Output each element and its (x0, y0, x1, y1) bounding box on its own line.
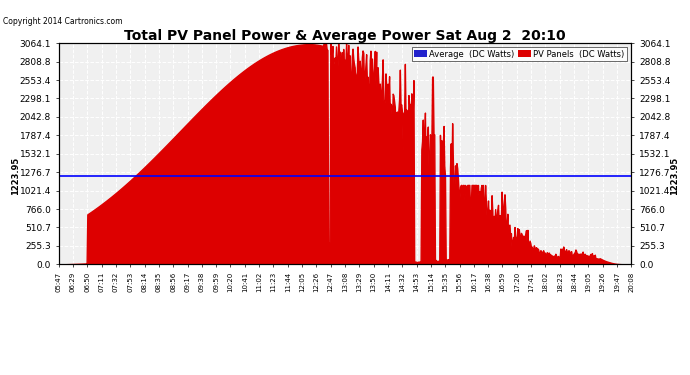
Legend: Average  (DC Watts), PV Panels  (DC Watts): Average (DC Watts), PV Panels (DC Watts) (411, 47, 627, 61)
Text: 1223.95: 1223.95 (11, 157, 20, 195)
Text: Copyright 2014 Cartronics.com: Copyright 2014 Cartronics.com (3, 17, 123, 26)
Text: 1223.95: 1223.95 (670, 157, 679, 195)
Title: Total PV Panel Power & Average Power Sat Aug 2  20:10: Total PV Panel Power & Average Power Sat… (124, 29, 566, 43)
